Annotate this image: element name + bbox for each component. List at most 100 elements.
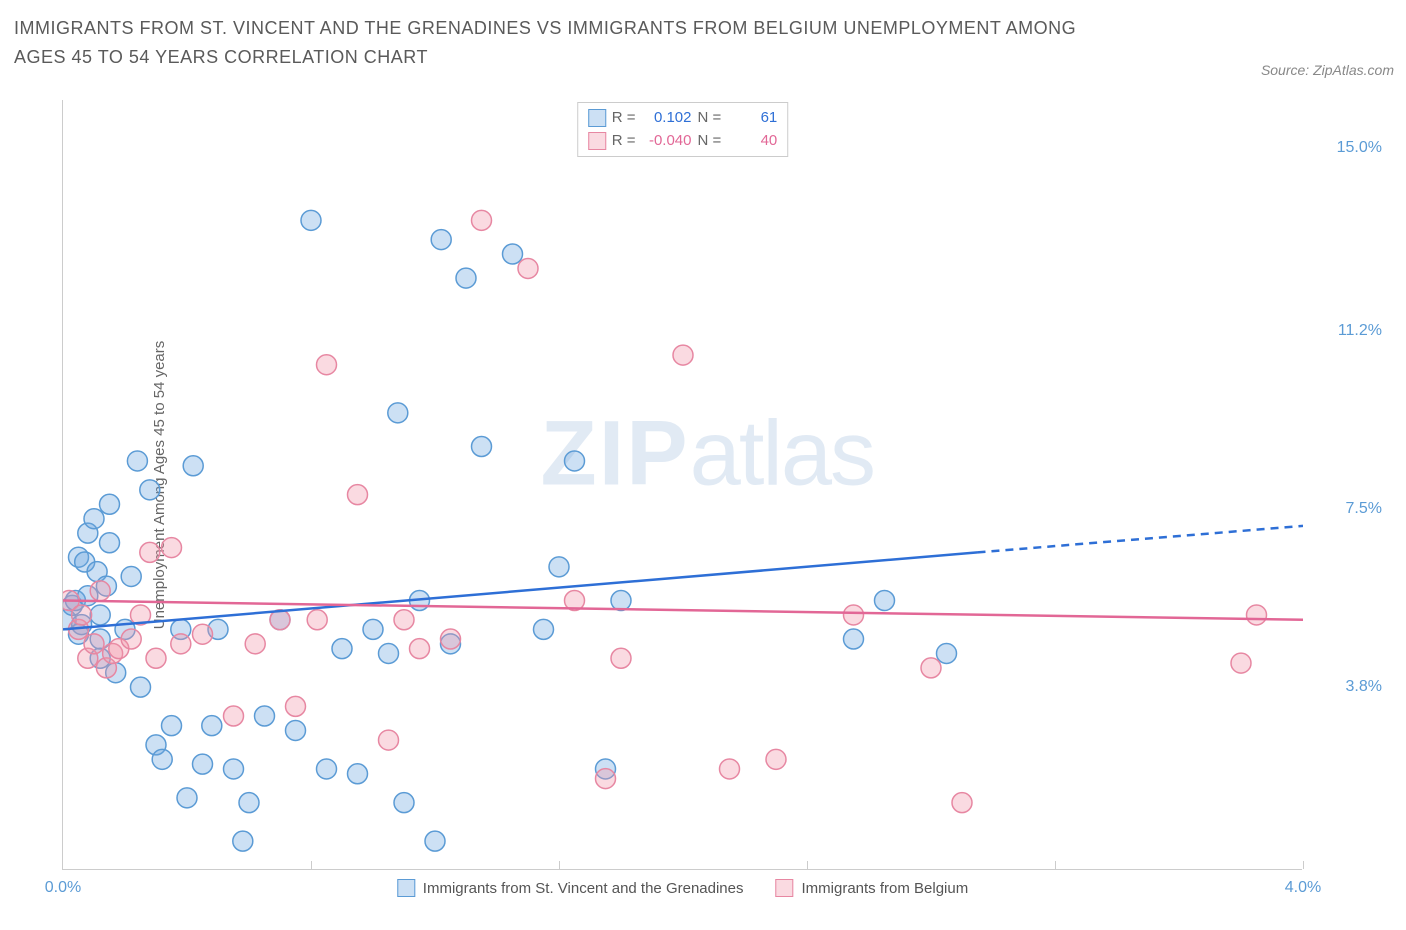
data-point (1231, 653, 1251, 673)
data-point (193, 754, 213, 774)
r-label: R = (612, 130, 636, 153)
data-point (472, 437, 492, 457)
legend-series: Immigrants from St. Vincent and the Gren… (397, 879, 968, 897)
x-grid-tick (1303, 861, 1304, 869)
legend-item: Immigrants from St. Vincent and the Gren… (397, 879, 744, 897)
data-point (549, 557, 569, 577)
data-point (301, 210, 321, 230)
data-point (224, 759, 244, 779)
legend-swatch (776, 879, 794, 897)
data-point (425, 831, 445, 851)
data-point (348, 485, 368, 505)
data-point (72, 605, 92, 625)
data-point (503, 244, 523, 264)
chart-title: IMMIGRANTS FROM ST. VINCENT AND THE GREN… (14, 14, 1114, 72)
plot-area: Unemployment Among Ages 45 to 54 years Z… (62, 100, 1302, 870)
data-point (379, 643, 399, 663)
source-label: Source: ZipAtlas.com (1261, 62, 1394, 78)
data-point (286, 720, 306, 740)
data-point (379, 730, 399, 750)
data-point (844, 629, 864, 649)
legend-swatch (588, 132, 606, 150)
data-point (388, 403, 408, 423)
data-point (255, 706, 275, 726)
data-point (239, 793, 259, 813)
data-point (611, 648, 631, 668)
data-point (363, 619, 383, 639)
data-point (233, 831, 253, 851)
r-value: 0.102 (642, 107, 692, 130)
data-point (875, 591, 895, 611)
data-point (332, 639, 352, 659)
legend-stat-row: R =0.102 N =61 (588, 107, 778, 130)
trend-line (63, 601, 1303, 620)
data-point (431, 230, 451, 250)
data-point (720, 759, 740, 779)
legend-swatch (588, 109, 606, 127)
x-tick-label: 4.0% (1285, 879, 1321, 897)
data-point (100, 494, 120, 514)
data-point (90, 581, 110, 601)
data-point (456, 268, 476, 288)
data-point (937, 643, 957, 663)
y-tick-label: 15.0% (1337, 139, 1382, 157)
legend-stat-row: R = -0.040 N =40 (588, 130, 778, 153)
data-point (565, 451, 585, 471)
legend-label: Immigrants from St. Vincent and the Gren… (423, 880, 744, 897)
data-point (844, 605, 864, 625)
data-point (127, 451, 147, 471)
n-label: N = (698, 130, 722, 153)
data-point (317, 355, 337, 375)
data-point (348, 764, 368, 784)
data-point (140, 480, 160, 500)
data-point (286, 696, 306, 716)
n-label: N = (698, 107, 722, 130)
scatter-chart (63, 100, 1303, 870)
data-point (307, 610, 327, 630)
data-point (183, 456, 203, 476)
data-point (84, 509, 104, 529)
data-point (224, 706, 244, 726)
data-point (140, 542, 160, 562)
n-value: 40 (727, 130, 777, 153)
data-point (472, 210, 492, 230)
x-tick-label: 0.0% (45, 879, 81, 897)
trend-line-dashed (978, 526, 1304, 552)
data-point (596, 769, 616, 789)
data-point (171, 634, 191, 654)
data-point (90, 605, 110, 625)
data-point (202, 716, 222, 736)
data-point (534, 619, 554, 639)
y-tick-label: 3.8% (1346, 678, 1382, 696)
y-tick-label: 7.5% (1346, 500, 1382, 518)
data-point (952, 793, 972, 813)
data-point (162, 538, 182, 558)
data-point (518, 258, 538, 278)
data-point (131, 677, 151, 697)
y-tick-label: 11.2% (1338, 322, 1382, 340)
data-point (441, 629, 461, 649)
data-point (177, 788, 197, 808)
data-point (394, 793, 414, 813)
data-point (766, 749, 786, 769)
r-value: -0.040 (642, 130, 692, 153)
data-point (245, 634, 265, 654)
legend-swatch (397, 879, 415, 897)
data-point (394, 610, 414, 630)
plot-container: Unemployment Among Ages 45 to 54 years Z… (62, 100, 1392, 870)
legend-stats: R =0.102 N =61R =-0.040 N =40 (577, 102, 789, 157)
data-point (84, 634, 104, 654)
data-point (673, 345, 693, 365)
legend-label: Immigrants from Belgium (802, 880, 969, 897)
data-point (611, 591, 631, 611)
data-point (100, 533, 120, 553)
data-point (193, 624, 213, 644)
data-point (162, 716, 182, 736)
data-point (921, 658, 941, 678)
data-point (410, 639, 430, 659)
trend-line (63, 552, 978, 629)
legend-item: Immigrants from Belgium (776, 879, 969, 897)
data-point (121, 629, 141, 649)
r-label: R = (612, 107, 636, 130)
data-point (317, 759, 337, 779)
